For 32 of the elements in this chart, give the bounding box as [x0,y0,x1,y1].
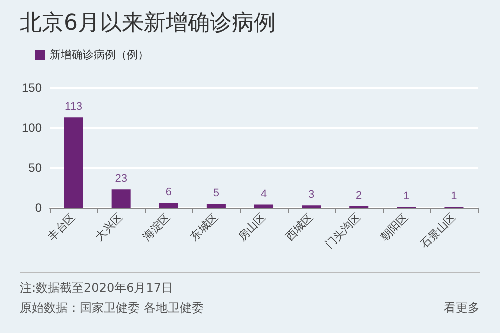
data-label: 3 [308,189,315,202]
data-label: 6 [166,186,172,199]
bar [112,190,131,208]
y-tick-label: 150 [22,81,42,95]
data-label: 1 [451,190,458,203]
bar [206,204,226,208]
data-label: 113 [65,101,83,114]
bar [64,118,84,208]
y-tick-label: 0 [35,201,42,215]
text: 注:数据截至2020年6月17日 [20,280,174,297]
text: 看更多 [444,301,480,315]
x-tick-label: 西城区 [283,211,316,244]
x-tick-label: 石景山区 [418,211,458,252]
x-tick-label: 房山区 [236,211,268,244]
x-tick-label: 丰台区 [45,211,78,244]
data-label: 2 [356,190,362,202]
x-tick-label: 东城区 [188,211,221,244]
x-tick-label: 大兴区 [93,211,126,244]
chart-title: 北京6月以来新增确诊病例 [20,10,276,38]
data-label: 1 [404,190,410,203]
data-label: 23 [115,173,128,186]
data-label: 5 [213,188,220,200]
y-tick-label: 100 [22,121,42,135]
x-tick-label: 海淀区 [140,211,174,244]
y-tick-label: 50 [28,161,42,175]
data-label: 4 [260,188,268,200]
legend-label: 新增确诊病例（例） [50,48,149,62]
text: 原始数据：国家卫健委 各地卫健委 [20,301,204,315]
x-tick-label: 门头沟区 [323,211,364,252]
x-tick-label: 朝阳区 [378,211,411,244]
bar [254,204,274,208]
bar [159,203,178,208]
